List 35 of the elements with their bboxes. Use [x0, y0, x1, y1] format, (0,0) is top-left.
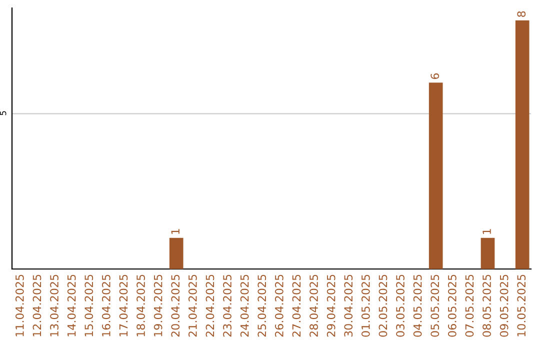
y-tick-label: 5: [0, 111, 6, 116]
x-tick-label: 15.04.2025: [84, 274, 94, 336]
x-tick-label: 11.04.2025: [15, 274, 24, 336]
x-tick-label: 13.04.2025: [50, 274, 58, 336]
x-tick-label: 29.04.2025: [326, 274, 336, 337]
x-tick-label: 08.05.2025: [482, 274, 491, 337]
x-tick-label: 02.05.2025: [378, 274, 388, 337]
x-tick-label: 18.04.2025: [136, 274, 145, 336]
x-tick-label: 27.04.2025: [292, 274, 301, 337]
x-tick-label: 07.05.2025: [465, 274, 474, 337]
data-label: 1: [482, 229, 491, 234]
data-label: 8: [517, 11, 526, 17]
x-tick-label: 17.04.2025: [119, 274, 128, 336]
x-tick-label: 05.05.2025: [430, 274, 440, 337]
data-label: 1: [171, 229, 180, 234]
x-tick-label: 12.04.2025: [32, 274, 42, 336]
x-tick-label: 25.04.2025: [258, 274, 266, 337]
x-tick-label: 24.04.2025: [240, 274, 249, 337]
x-tick-label: 01.05.2025: [361, 274, 370, 337]
x-tick-label: 04.05.2025: [413, 274, 422, 337]
x-tick-label: 23.04.2025: [223, 274, 232, 337]
x-tick-label: 03.05.2025: [396, 274, 404, 337]
data-label: 6: [430, 73, 440, 80]
x-tick-label: 16.04.2025: [102, 274, 110, 336]
x-tick-label: 20.04.2025: [171, 274, 180, 337]
x-tick-label: 26.04.2025: [274, 274, 284, 337]
x-tick-label: 19.04.2025: [154, 274, 162, 336]
x-tick-label: 28.04.2025: [310, 274, 318, 337]
x-tick-label: 22.04.2025: [206, 274, 214, 337]
x-tick-label: 14.04.2025: [67, 274, 76, 336]
x-tick-label: 06.05.2025: [448, 274, 456, 337]
x-tick-label: 30.04.2025: [344, 274, 353, 337]
x-tick-label: 09.05.2025: [500, 274, 508, 337]
x-tick-label: 10.05.2025: [517, 274, 526, 336]
x-tick-label: 21.04.2025: [188, 274, 197, 337]
